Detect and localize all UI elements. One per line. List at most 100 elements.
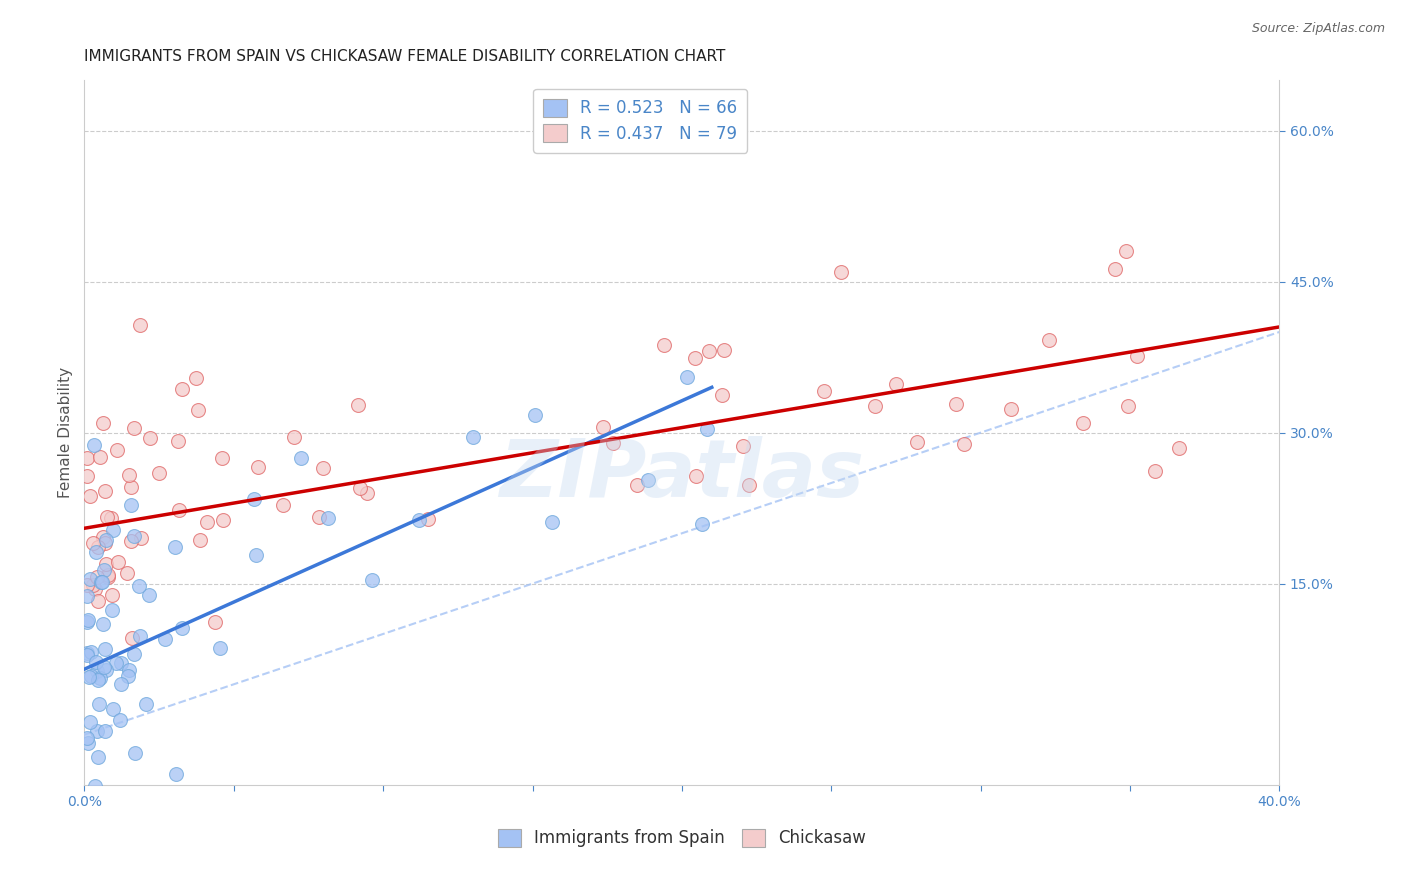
- Point: [86, 664, 108, 678]
- Point: [245, 549, 267, 563]
- Point: [120, 499, 142, 513]
- Point: [80, 645, 103, 659]
- Point: [685, 468, 707, 483]
- Point: [713, 343, 735, 357]
- Point: [94, 533, 117, 547]
- Point: [93, 641, 115, 656]
- Point: [79, 714, 101, 729]
- Point: [87, 673, 110, 687]
- Point: [82, 578, 104, 592]
- Point: [1115, 244, 1137, 258]
- Point: [128, 579, 150, 593]
- Point: [733, 439, 755, 453]
- Point: [89, 671, 111, 685]
- Point: [167, 503, 190, 517]
- Legend: Immigrants from Spain, Chickasaw: Immigrants from Spain, Chickasaw: [491, 822, 873, 855]
- Point: [79, 572, 101, 586]
- Point: [122, 420, 145, 434]
- Point: [84, 544, 107, 558]
- Point: [138, 588, 160, 602]
- Point: [93, 659, 115, 673]
- Point: [79, 670, 101, 684]
- Point: [121, 631, 143, 645]
- Point: [118, 467, 141, 482]
- Point: [129, 629, 152, 643]
- Point: [172, 382, 194, 396]
- Point: [316, 510, 339, 524]
- Point: [204, 615, 226, 629]
- Point: [124, 746, 146, 760]
- Point: [80, 669, 103, 683]
- Point: [283, 430, 305, 444]
- Point: [87, 540, 110, 554]
- Point: [118, 663, 141, 677]
- Text: IMMIGRANTS FROM SPAIN VS CHICKASAW FEMALE DISABILITY CORRELATION CHART: IMMIGRANTS FROM SPAIN VS CHICKASAW FEMAL…: [84, 49, 725, 64]
- Point: [77, 613, 100, 627]
- Point: [101, 588, 124, 602]
- Point: [945, 397, 967, 411]
- Point: [120, 480, 142, 494]
- Point: [90, 574, 112, 589]
- Point: [637, 473, 659, 487]
- Point: [84, 655, 107, 669]
- Point: [1167, 441, 1189, 455]
- Point: [76, 735, 98, 749]
- Point: [905, 434, 928, 449]
- Point: [83, 438, 105, 452]
- Point: [76, 468, 98, 483]
- Point: [602, 435, 624, 450]
- Point: [408, 513, 430, 527]
- Point: [82, 536, 104, 550]
- Point: [76, 578, 98, 592]
- Point: [101, 603, 124, 617]
- Point: [76, 615, 98, 630]
- Point: [122, 528, 145, 542]
- Point: [117, 566, 139, 580]
- Point: [86, 724, 108, 739]
- Point: [1104, 262, 1126, 277]
- Point: [76, 731, 98, 745]
- Point: [308, 510, 330, 524]
- Point: [710, 388, 733, 402]
- Point: [540, 515, 562, 529]
- Text: Source: ZipAtlas.com: Source: ZipAtlas.com: [1251, 22, 1385, 36]
- Point: [94, 483, 117, 498]
- Point: [105, 656, 128, 670]
- Text: ZIPatlas: ZIPatlas: [499, 436, 865, 514]
- Point: [131, 531, 153, 545]
- Point: [107, 555, 129, 569]
- Point: [100, 510, 122, 524]
- Point: [187, 403, 209, 417]
- Point: [290, 450, 312, 465]
- Point: [626, 478, 648, 492]
- Point: [97, 567, 120, 582]
- Point: [110, 677, 132, 691]
- Point: [86, 750, 108, 764]
- Point: [110, 656, 132, 670]
- Point: [1071, 417, 1094, 431]
- Point: [165, 767, 187, 781]
- Point: [676, 369, 699, 384]
- Point: [108, 713, 131, 727]
- Point: [87, 594, 110, 608]
- Point: [1038, 333, 1060, 347]
- Point: [91, 616, 114, 631]
- Point: [830, 265, 852, 279]
- Point: [356, 485, 378, 500]
- Point: [1125, 349, 1147, 363]
- Point: [243, 491, 266, 506]
- Point: [696, 422, 718, 436]
- Point: [153, 632, 176, 647]
- Point: [148, 466, 170, 480]
- Point: [211, 450, 233, 465]
- Point: [76, 450, 98, 465]
- Point: [83, 582, 105, 596]
- Point: [86, 570, 108, 584]
- Point: [76, 647, 98, 661]
- Point: [863, 399, 886, 413]
- Point: [461, 430, 484, 444]
- Y-axis label: Female Disability: Female Disability: [58, 367, 73, 499]
- Point: [523, 408, 546, 422]
- Point: [312, 461, 335, 475]
- Point: [349, 481, 371, 495]
